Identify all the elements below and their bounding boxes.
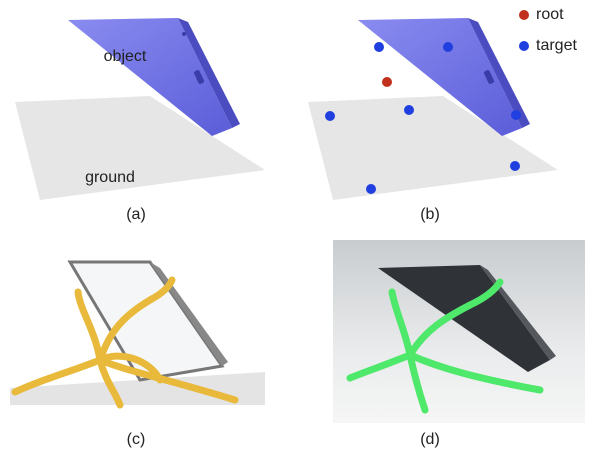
panel-c [10, 260, 265, 409]
phone-detail [483, 70, 495, 84]
object [68, 18, 232, 136]
target-point [374, 42, 384, 52]
support-tree [11, 276, 239, 409]
target-point [366, 184, 376, 194]
legend-swatch [519, 41, 529, 51]
ground [15, 96, 265, 200]
object-label: object [104, 48, 147, 65]
caption: (b) [420, 206, 440, 223]
legend-swatch [519, 10, 529, 20]
ground-label: ground [85, 169, 135, 186]
object [358, 18, 522, 136]
object-edge [468, 18, 530, 128]
legend-label: root [536, 6, 564, 23]
target-point [404, 105, 414, 115]
ground [10, 372, 265, 405]
phone [378, 265, 550, 372]
target-point [510, 161, 520, 171]
caption: (d) [420, 431, 440, 448]
legend-label: target [536, 37, 577, 54]
target-points [325, 42, 521, 194]
panel-b: root target [308, 6, 577, 200]
panel-d [333, 240, 585, 423]
caption: (c) [127, 431, 146, 448]
support-tree [346, 278, 544, 414]
target-point [511, 110, 521, 120]
target-point [443, 42, 453, 52]
phone-detail [193, 70, 205, 84]
panel-a: object ground [15, 18, 265, 200]
root-point [382, 77, 392, 87]
target-point [325, 111, 335, 121]
object-edge [178, 18, 240, 128]
ground [308, 96, 558, 200]
phone-detail [182, 32, 186, 36]
caption: (a) [126, 206, 146, 223]
